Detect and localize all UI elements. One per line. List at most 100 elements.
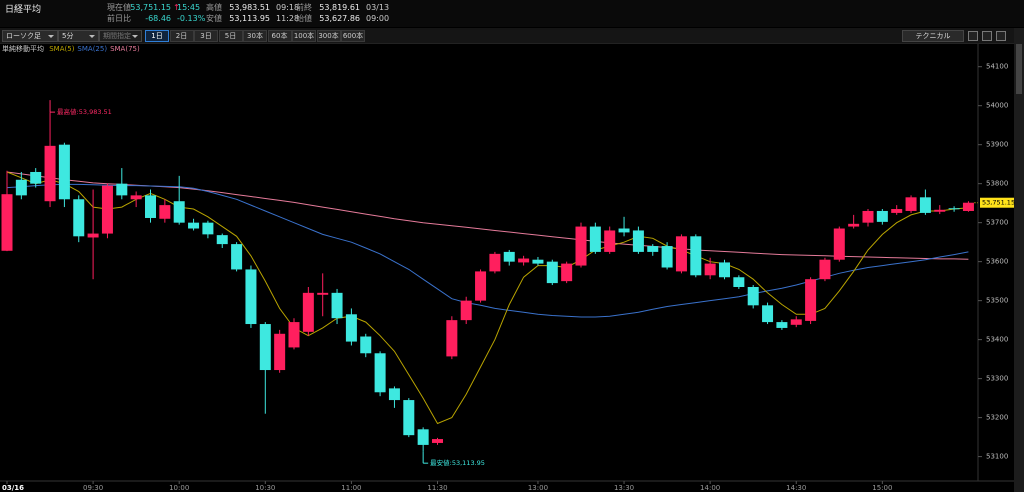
x-tick-label: 15:00 — [872, 484, 892, 492]
candle-body — [704, 263, 716, 276]
interval-select[interactable]: 5分 — [58, 30, 99, 42]
tool-icon[interactable] — [968, 31, 978, 41]
candle-body — [632, 230, 644, 252]
y-tick-label: 53200 — [986, 414, 1008, 422]
y-tick-label: 53300 — [986, 375, 1008, 383]
candle-body — [44, 145, 56, 202]
range-button[interactable]: 5日 — [218, 30, 243, 42]
field-value: 53,983.51 — [229, 3, 270, 12]
candle-body — [274, 333, 286, 371]
candle-body — [934, 209, 946, 212]
range-button[interactable]: 30本 — [243, 30, 267, 42]
candle-body — [331, 292, 343, 319]
candle-body — [661, 246, 673, 268]
field-note: -0.13% — [177, 14, 206, 23]
candle-body — [819, 259, 831, 280]
extreme-label: 最安値:53,113.95 — [430, 458, 485, 467]
range-button[interactable]: 60本 — [267, 30, 292, 42]
y-tick-label: 54100 — [986, 63, 1008, 71]
candle-body — [202, 222, 214, 235]
candle-body — [575, 226, 587, 266]
candle-body — [862, 210, 874, 223]
candle-body — [288, 322, 300, 348]
candle-body — [101, 185, 113, 234]
chart-type-select[interactable]: ローソク足 — [2, 30, 58, 42]
candle-body — [216, 235, 228, 245]
range-button[interactable]: 3日 — [194, 30, 218, 42]
candle-body — [475, 271, 487, 301]
candle-body — [503, 251, 515, 262]
candle-body — [962, 202, 974, 211]
range-button[interactable]: 600本 — [341, 30, 365, 42]
candle-body — [15, 179, 27, 196]
candle-body — [360, 336, 372, 354]
interval-text: 5分 — [62, 32, 74, 40]
candle-body — [73, 199, 85, 237]
y-tick-label: 53900 — [986, 141, 1008, 149]
field-label: 高値 — [206, 3, 222, 12]
legend: 単純移動平均 SMA(5) SMA(25) SMA(75) — [2, 44, 140, 54]
field-value: 53,819.61 — [319, 3, 360, 12]
range-button[interactable]: 100本 — [292, 30, 316, 42]
y-tick-label: 54000 — [986, 102, 1008, 110]
candle-body — [762, 305, 774, 323]
candle-body — [833, 228, 845, 260]
candle-body — [231, 244, 243, 270]
candle-body — [259, 324, 271, 371]
x-tick-label: 14:00 — [700, 484, 720, 492]
toolbar: ローソク足 5分 期間指定 テクニカル 1日 2日 3日 5日 30本 60本 100本 30… — [0, 28, 1014, 44]
candle-body — [159, 205, 171, 219]
field-value: -68.46 — [145, 14, 171, 23]
candle-body — [561, 263, 573, 282]
legend-entry: SMA(5) — [49, 45, 75, 53]
y-tick-label: 53800 — [986, 180, 1008, 188]
technical-button[interactable]: テクニカル — [902, 30, 964, 42]
field-label: 現在値 — [107, 3, 131, 12]
candle-body — [532, 259, 544, 264]
candle-body — [130, 195, 142, 200]
candle-body — [518, 258, 530, 263]
field-label: 前終 — [296, 3, 312, 12]
legend-entry: SMA(75) — [110, 45, 140, 53]
header-title: 日経平均 — [5, 5, 42, 15]
scrollbar[interactable] — [1014, 28, 1024, 492]
candle-body — [876, 210, 888, 222]
candle-body — [905, 197, 917, 211]
header: 日経平均 現在値 53,751.15 ↑ 15:45 前日比 -68.46 -0.13% 高値… — [0, 0, 1024, 27]
candle-body — [446, 320, 458, 357]
candle-body — [589, 226, 601, 252]
candle-body — [618, 228, 630, 233]
candle-body — [188, 222, 200, 229]
field-note: 03/13 — [366, 3, 390, 12]
tool-icon[interactable] — [996, 31, 1006, 41]
range-button[interactable]: 1日 — [145, 30, 169, 42]
candle-body — [604, 230, 616, 252]
field-note: 09:18 — [276, 3, 300, 12]
period-select[interactable]: 期間指定 — [99, 30, 142, 42]
candle-body — [733, 277, 745, 287]
candle-body — [245, 269, 257, 325]
indicator-name: 単純移動平均 — [2, 45, 44, 53]
scroll-thumb[interactable] — [1016, 44, 1022, 94]
candle-body — [805, 279, 817, 321]
candle-body — [374, 353, 386, 393]
legend-entry: SMA(25) — [77, 45, 108, 53]
y-tick-label: 53500 — [986, 297, 1008, 305]
chart-type-text: ローソク足 — [6, 32, 41, 40]
y-tick-label: 53400 — [986, 336, 1008, 344]
tool-icon[interactable] — [982, 31, 992, 41]
field-value: 53,627.86 — [319, 14, 360, 23]
candle-body — [173, 201, 185, 223]
candle-body — [417, 429, 429, 445]
field-label: 前日比 — [107, 14, 131, 23]
candle-body — [919, 197, 931, 213]
range-button[interactable]: 2日 — [169, 30, 194, 42]
range-button[interactable]: 300本 — [316, 30, 341, 42]
candle-body — [891, 209, 903, 213]
candle-body — [388, 388, 400, 401]
candle-body — [432, 439, 443, 443]
field-note: 11:28 — [276, 14, 300, 23]
x-tick-label: 10:00 — [169, 484, 189, 492]
candle-body — [647, 246, 659, 252]
